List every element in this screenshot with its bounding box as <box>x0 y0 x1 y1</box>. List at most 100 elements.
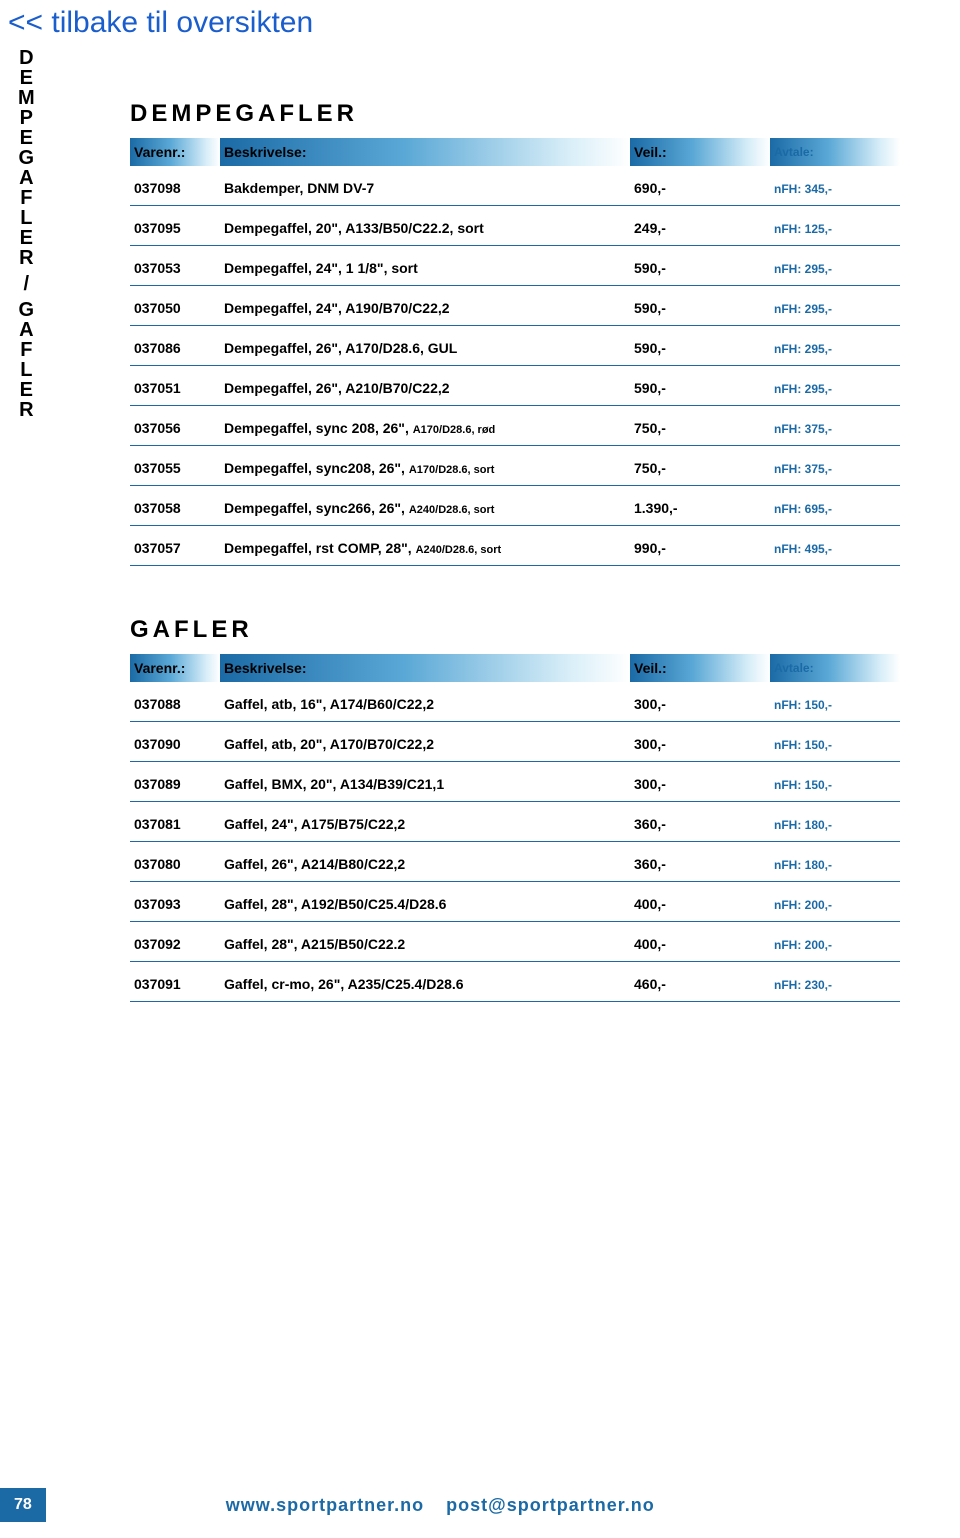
cell-varenr: 037089 <box>130 762 220 802</box>
cell-varenr: 037092 <box>130 922 220 962</box>
table-row: 037091Gaffel, cr-mo, 26", A235/C25.4/D28… <box>130 962 900 1002</box>
cell-veil: 460,- <box>630 962 770 1002</box>
cell-veil: 400,- <box>630 882 770 922</box>
table-row: 037080Gaffel, 26", A214/B80/C22,2360,-nF… <box>130 842 900 882</box>
table-row: 037090Gaffel, atb, 20", A170/B70/C22,230… <box>130 722 900 762</box>
cell-beskrivelse: Gaffel, 28", A215/B50/C22.2 <box>220 922 630 962</box>
cell-avtale: nFH: 180,- <box>770 842 900 882</box>
cell-avtale: nFH: 200,- <box>770 922 900 962</box>
footer-links: www.sportpartner.no post@sportpartner.no <box>226 1495 655 1516</box>
cell-avtale: nFH: 295,- <box>770 286 900 326</box>
table-row: 037086Dempegaffel, 26", A170/D28.6, GUL5… <box>130 326 900 366</box>
cell-beskrivelse: Gaffel, atb, 20", A170/B70/C22,2 <box>220 722 630 762</box>
cell-beskrivelse: Dempegaffel, 24", 1 1/8", sort <box>220 246 630 286</box>
cell-veil: 750,- <box>630 446 770 486</box>
cell-avtale: nFH: 180,- <box>770 802 900 842</box>
cell-avtale: nFH: 375,- <box>770 446 900 486</box>
page-number: 78 <box>0 1488 46 1522</box>
main-content: DEMPEGAFLERVarenr.:Beskrivelse:Veil.:Avt… <box>130 100 900 1052</box>
cell-veil: 300,- <box>630 682 770 722</box>
column-header-veil: Veil.: <box>630 654 770 682</box>
footer-url[interactable]: www.sportpartner.no <box>226 1495 424 1515</box>
cell-avtale: nFH: 375,- <box>770 406 900 446</box>
cell-varenr: 037057 <box>130 526 220 566</box>
cell-veil: 590,- <box>630 286 770 326</box>
cell-varenr: 037090 <box>130 722 220 762</box>
footer-email[interactable]: post@sportpartner.no <box>446 1495 655 1515</box>
cell-beskrivelse: Gaffel, atb, 16", A174/B60/C22,2 <box>220 682 630 722</box>
cell-avtale: nFH: 150,- <box>770 722 900 762</box>
cell-veil: 1.390,- <box>630 486 770 526</box>
cell-varenr: 037058 <box>130 486 220 526</box>
table-row: 037050Dempegaffel, 24", A190/B70/C22,259… <box>130 286 900 326</box>
cell-avtale: nFH: 150,- <box>770 682 900 722</box>
table-row: 037058Dempegaffel, sync266, 26", A240/D2… <box>130 486 900 526</box>
table-row: 037089Gaffel, BMX, 20", A134/B39/C21,130… <box>130 762 900 802</box>
cell-veil: 300,- <box>630 762 770 802</box>
cell-avtale: nFH: 295,- <box>770 326 900 366</box>
table-row: 037081Gaffel, 24", A175/B75/C22,2360,-nF… <box>130 802 900 842</box>
table-row: 037088Gaffel, atb, 16", A174/B60/C22,230… <box>130 682 900 722</box>
cell-avtale: nFH: 345,- <box>770 166 900 206</box>
cell-avtale: nFH: 230,- <box>770 962 900 1002</box>
column-header-besk: Beskrivelse: <box>220 654 630 682</box>
cell-varenr: 037088 <box>130 682 220 722</box>
cell-beskrivelse: Dempegaffel, 20", A133/B50/C22.2, sort <box>220 206 630 246</box>
cell-beskrivelse: Dempegaffel, sync208, 26", A170/D28.6, s… <box>220 446 630 486</box>
cell-avtale: nFH: 295,- <box>770 246 900 286</box>
cell-avtale: nFH: 495,- <box>770 526 900 566</box>
cell-varenr: 037056 <box>130 406 220 446</box>
cell-beskrivelse: Dempegaffel, 24", A190/B70/C22,2 <box>220 286 630 326</box>
vertical-section-label: DEMPEGAFLER/GAFLER <box>18 48 37 420</box>
price-table: Varenr.:Beskrivelse:Veil.:Avtale:037098B… <box>130 138 900 566</box>
cell-avtale: nFH: 125,- <box>770 206 900 246</box>
column-header-avtale: Avtale: <box>770 138 900 166</box>
cell-veil: 400,- <box>630 922 770 962</box>
cell-varenr: 037095 <box>130 206 220 246</box>
cell-avtale: nFH: 200,- <box>770 882 900 922</box>
cell-veil: 690,- <box>630 166 770 206</box>
cell-veil: 300,- <box>630 722 770 762</box>
cell-veil: 590,- <box>630 326 770 366</box>
cell-beskrivelse: Gaffel, 28", A192/B50/C25.4/D28.6 <box>220 882 630 922</box>
price-table: Varenr.:Beskrivelse:Veil.:Avtale:037088G… <box>130 654 900 1002</box>
cell-varenr: 037093 <box>130 882 220 922</box>
column-header-besk: Beskrivelse: <box>220 138 630 166</box>
cell-varenr: 037050 <box>130 286 220 326</box>
cell-beskrivelse: Dempegaffel, rst COMP, 28", A240/D28.6, … <box>220 526 630 566</box>
cell-beskrivelse: Bakdemper, DNM DV-7 <box>220 166 630 206</box>
cell-veil: 750,- <box>630 406 770 446</box>
cell-veil: 590,- <box>630 366 770 406</box>
page-footer: 78 www.sportpartner.no post@sportpartner.… <box>0 1488 960 1522</box>
cell-beskrivelse: Dempegaffel, 26", A170/D28.6, GUL <box>220 326 630 366</box>
column-header-veil: Veil.: <box>630 138 770 166</box>
cell-veil: 990,- <box>630 526 770 566</box>
cell-varenr: 037081 <box>130 802 220 842</box>
cell-varenr: 037055 <box>130 446 220 486</box>
cell-avtale: nFH: 295,- <box>770 366 900 406</box>
cell-beskrivelse: Dempegaffel, 26", A210/B70/C22,2 <box>220 366 630 406</box>
cell-avtale: nFH: 150,- <box>770 762 900 802</box>
cell-veil: 360,- <box>630 802 770 842</box>
cell-beskrivelse: Gaffel, 26", A214/B80/C22,2 <box>220 842 630 882</box>
table-row: 037098Bakdemper, DNM DV-7690,-nFH: 345,- <box>130 166 900 206</box>
cell-beskrivelse: Gaffel, cr-mo, 26", A235/C25.4/D28.6 <box>220 962 630 1002</box>
table-row: 037055Dempegaffel, sync208, 26", A170/D2… <box>130 446 900 486</box>
back-link[interactable]: << tilbake til oversikten <box>8 6 313 40</box>
cell-beskrivelse: Dempegaffel, sync266, 26", A240/D28.6, s… <box>220 486 630 526</box>
cell-beskrivelse: Gaffel, 24", A175/B75/C22,2 <box>220 802 630 842</box>
table-row: 037092Gaffel, 28", A215/B50/C22.2400,-nF… <box>130 922 900 962</box>
cell-varenr: 037051 <box>130 366 220 406</box>
table-row: 037053Dempegaffel, 24", 1 1/8", sort590,… <box>130 246 900 286</box>
section-title: GAFLER <box>130 616 900 644</box>
cell-varenr: 037098 <box>130 166 220 206</box>
column-header-varenr: Varenr.: <box>130 138 220 166</box>
cell-beskrivelse: Gaffel, BMX, 20", A134/B39/C21,1 <box>220 762 630 802</box>
table-row: 037095Dempegaffel, 20", A133/B50/C22.2, … <box>130 206 900 246</box>
cell-veil: 360,- <box>630 842 770 882</box>
cell-varenr: 037091 <box>130 962 220 1002</box>
section-title: DEMPEGAFLER <box>130 100 900 128</box>
cell-beskrivelse: Dempegaffel, sync 208, 26", A170/D28.6, … <box>220 406 630 446</box>
table-row: 037051Dempegaffel, 26", A210/B70/C22,259… <box>130 366 900 406</box>
table-row: 037057Dempegaffel, rst COMP, 28", A240/D… <box>130 526 900 566</box>
